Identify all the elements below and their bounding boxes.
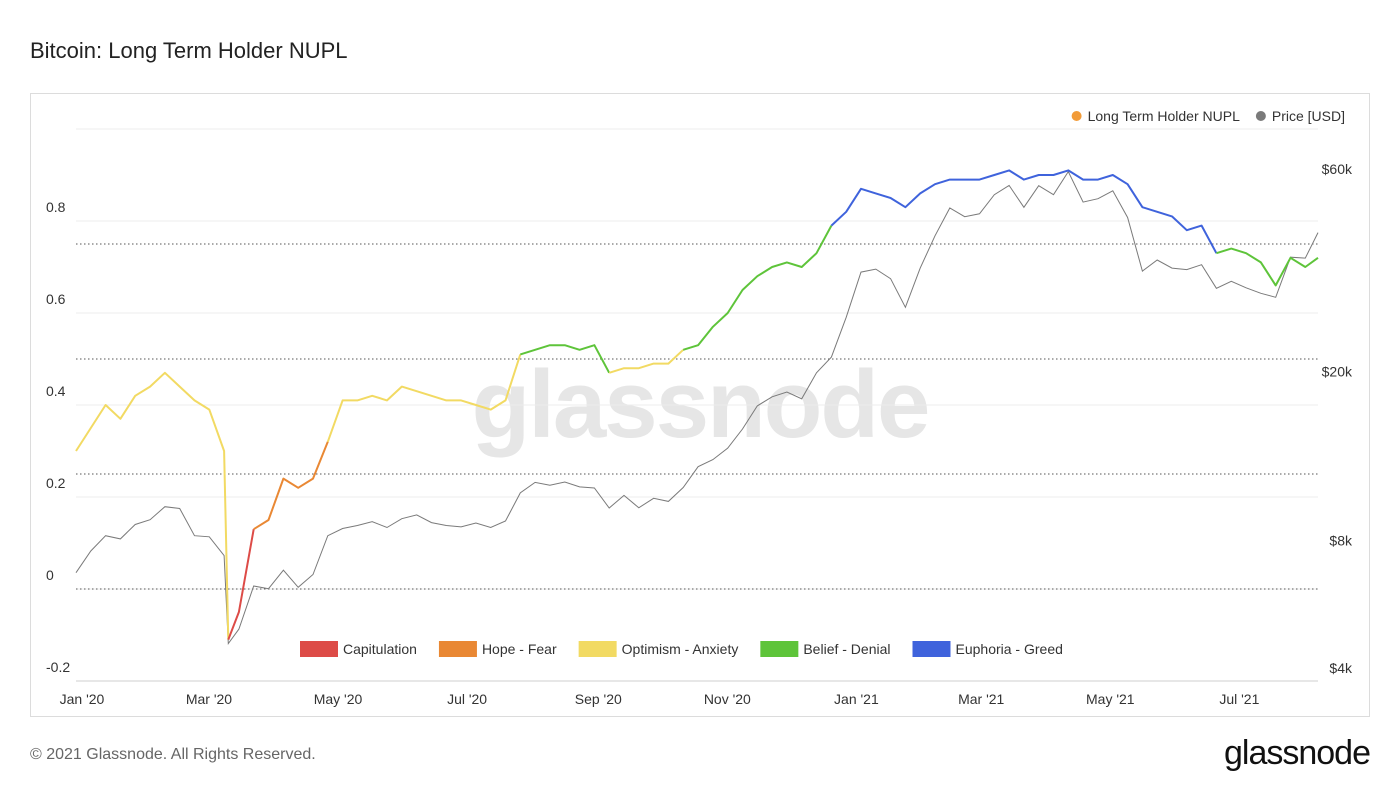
x-tick-label: May '21 (1086, 691, 1135, 707)
x-tick-label: Jan '20 (60, 691, 105, 707)
nupl-line (75, 371, 230, 640)
y-tick-label: 0.6 (46, 291, 66, 307)
x-tick-label: Jul '21 (1219, 691, 1259, 707)
zone-swatch (438, 641, 477, 657)
y-tick-label: 0.2 (46, 475, 66, 491)
x-tick-label: Jul '20 (447, 691, 487, 707)
y2-tick-label: $8k (1329, 532, 1353, 548)
nupl-line (227, 529, 255, 640)
zone-label: Capitulation (343, 641, 417, 657)
zone-label: Euphoria - Greed (956, 641, 1063, 657)
chart-frame (30, 93, 1370, 717)
nupl-line (830, 169, 1218, 254)
legend-label: Price [USD] (1272, 108, 1345, 124)
nupl-line (682, 225, 833, 351)
x-tick-label: May '20 (314, 691, 363, 707)
x-tick-label: Mar '20 (186, 691, 232, 707)
legend-label: Long Term Holder NUPL (1088, 108, 1240, 124)
y2-tick-label: $20k (1322, 363, 1353, 379)
x-tick-label: Mar '21 (958, 691, 1004, 707)
nupl-line (520, 344, 611, 374)
y-tick-label: 0.4 (46, 383, 66, 399)
y-tick-label: 0 (46, 567, 54, 583)
nupl-line (326, 354, 522, 443)
y-tick-label: -0.2 (46, 659, 70, 675)
y2-tick-label: $60k (1322, 161, 1353, 177)
zone-label: Belief - Denial (803, 641, 890, 657)
nupl-line (608, 349, 684, 374)
x-tick-label: Jan '21 (834, 691, 879, 707)
plot: -0.2 0 0.2 0.4 0.6 0.8 $4k $8k $20k $60k Jan '20 Ma… (46, 108, 1353, 707)
x-tick-label: Sep '20 (575, 691, 622, 707)
legend-dot (1255, 111, 1266, 121)
nupl-line (1216, 247, 1319, 287)
zone-swatch (578, 641, 617, 657)
zone-swatch (912, 641, 951, 657)
y2-tick-label: $4k (1329, 660, 1353, 676)
zone-swatch (760, 641, 799, 657)
logo: glassnode (1224, 734, 1370, 772)
chart-title: Bitcoin: Long Term Holder NUPL (30, 38, 348, 63)
zone-swatch (300, 641, 338, 657)
copyright: © 2021 Glassnode. All Rights Reserved. (30, 746, 316, 763)
legend-dot (1071, 111, 1082, 121)
x-tick-label: Nov '20 (704, 691, 751, 707)
zone-label: Hope - Fear (482, 641, 557, 657)
nupl-line (253, 441, 329, 531)
price-line (75, 170, 1319, 646)
y-tick-label: 0.8 (46, 199, 66, 215)
zone-label: Optimism - Anxiety (622, 641, 739, 657)
